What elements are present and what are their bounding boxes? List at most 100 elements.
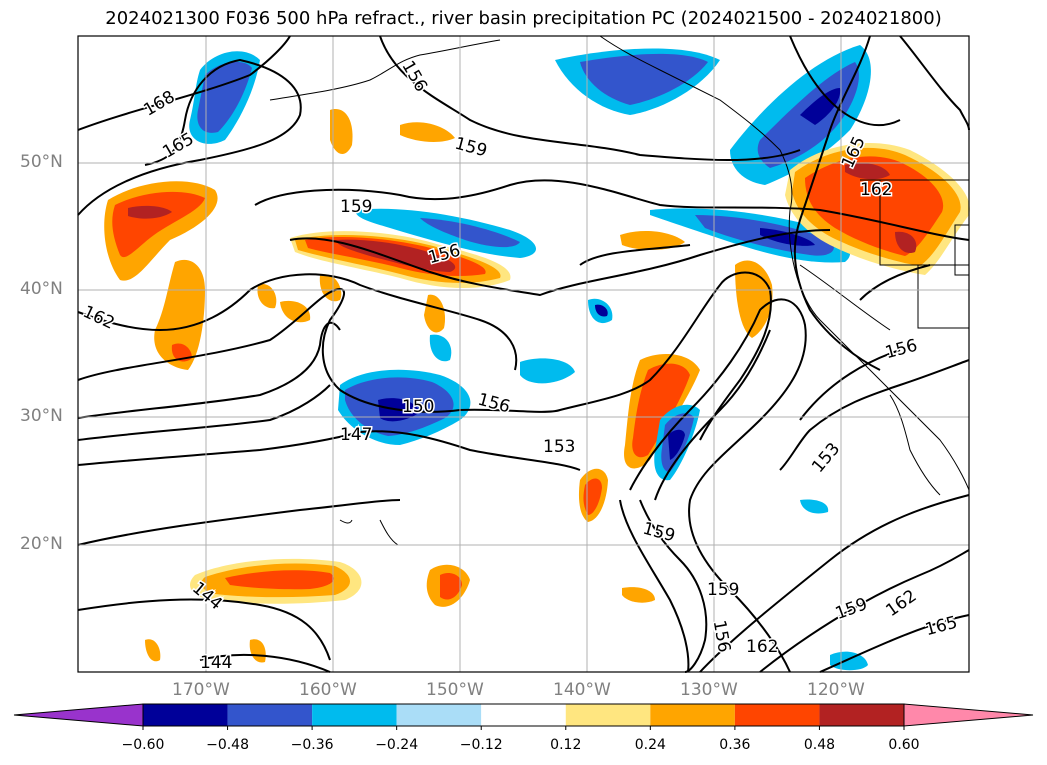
contour-line <box>77 430 581 471</box>
colorbar-segment <box>227 704 313 726</box>
contour-line <box>77 35 291 131</box>
contour-line <box>254 179 970 241</box>
colorbar-extend-high <box>903 703 1034 727</box>
contour-line <box>77 384 331 441</box>
anomaly-positive-region <box>400 122 455 142</box>
contour-line <box>799 349 901 421</box>
contour-line <box>379 35 801 161</box>
contour-line <box>199 653 331 673</box>
contour-line <box>77 499 401 546</box>
coastline <box>269 39 501 101</box>
contour-line <box>819 614 970 673</box>
contour-label: 144 <box>200 653 232 673</box>
anomaly-strong-positive-region <box>895 231 917 254</box>
contour-label: 150 <box>402 397 434 417</box>
colorbar-tick-label: −0.24 <box>375 737 419 753</box>
anomaly-negative-region <box>420 218 520 248</box>
anomaly-positive-region <box>805 156 944 256</box>
contour-line <box>654 329 771 501</box>
anomaly-positive-region <box>145 639 161 662</box>
contour-labels: 1681651621591561591561561501471531591651… <box>78 56 961 675</box>
contour-line <box>77 58 302 216</box>
colorbar-frame <box>142 703 905 727</box>
colorbar-extend-low <box>13 703 144 727</box>
anomaly-positive-region <box>632 363 690 458</box>
colorbar-segment <box>734 704 820 726</box>
colorbar-tick-label: −0.48 <box>206 737 249 753</box>
anomaly-strong-positive-region <box>335 239 456 272</box>
contour-line <box>789 35 901 127</box>
colorbar-tick-label: 0.24 <box>634 737 666 753</box>
anomaly-positive-region <box>280 300 311 323</box>
contour-line <box>779 359 970 471</box>
lat-label-30n: 30°N <box>20 406 63 426</box>
anomaly-positive-region <box>583 478 602 515</box>
contour-line <box>759 549 970 673</box>
anomaly-strong-negative-region <box>668 429 685 460</box>
contour-label: 162 <box>746 637 778 657</box>
colorbar-tick-label: −0.60 <box>121 737 165 753</box>
lat-label-20n: 20°N <box>20 534 63 554</box>
anomaly-positive-region <box>225 570 334 590</box>
contour-label: 162 <box>860 180 892 200</box>
anomaly-negative-region <box>830 651 868 671</box>
contour-label: 147 <box>340 425 372 445</box>
colorbar-tick-label: −0.36 <box>290 737 334 753</box>
lon-label-140w: 140°W <box>553 680 611 700</box>
colorbar-segment <box>481 704 566 726</box>
anomaly-strong-negative-region <box>760 228 815 246</box>
contour-label: 159 <box>340 197 372 217</box>
contour-line <box>793 35 881 371</box>
precipitation-pc-shading <box>104 45 970 671</box>
anomaly-positive-region <box>154 259 205 370</box>
anomaly-positive-region <box>424 294 446 333</box>
contour-line <box>77 321 341 419</box>
colorbar-tick-label: 0.60 <box>888 737 920 753</box>
anomaly-positive-region <box>330 109 353 155</box>
anomaly-negative-region <box>520 358 575 384</box>
map-title: 2024021300 F036 500 hPa refract., river … <box>105 8 942 29</box>
contour-line <box>619 499 690 673</box>
contour-line <box>629 298 807 673</box>
colorbar-segment <box>565 704 651 726</box>
contour-line <box>289 229 831 297</box>
contour-line <box>639 499 708 673</box>
lon-label-160w: 160°W <box>299 680 357 700</box>
coastlines <box>269 35 970 546</box>
coastline <box>879 180 969 266</box>
contour-label: 153 <box>543 437 575 457</box>
contour-line <box>77 598 331 661</box>
contour-line <box>699 494 970 673</box>
graticule <box>78 36 969 672</box>
lat-label-50n: 50°N <box>20 152 63 172</box>
colorbar-segment <box>819 704 904 726</box>
contour-line <box>77 273 518 371</box>
colorbar-segment <box>650 704 735 726</box>
lon-label-150w: 150°W <box>426 680 484 700</box>
anomaly-positive-region <box>249 639 266 663</box>
colorbar-tick-label: 0.36 <box>719 737 751 753</box>
anomaly-positive-region <box>620 230 685 250</box>
plot-frame <box>77 35 970 673</box>
colorbar-tick-label: −0.12 <box>459 737 503 753</box>
contour-line <box>859 264 931 301</box>
colorbar <box>13 703 1034 730</box>
anomaly-negative-region <box>580 53 708 105</box>
colorbar-segment <box>143 704 228 726</box>
anomaly-positive-region <box>440 573 462 600</box>
coastline <box>599 35 970 491</box>
colorbar-tick-label: 0.48 <box>803 737 836 753</box>
anomaly-negative-region <box>800 499 829 514</box>
lon-label-130w: 130°W <box>680 680 738 700</box>
coastline <box>339 519 353 524</box>
coastline <box>799 264 891 331</box>
lon-label-120w: 120°W <box>807 680 865 700</box>
coastline <box>379 519 399 546</box>
colorbar-segment <box>312 704 397 726</box>
colorbar-tick-label: 0.12 <box>550 737 582 753</box>
anomaly-strong-positive-region <box>128 205 172 219</box>
contour-line <box>899 35 970 131</box>
contour-label: 159 <box>707 580 739 600</box>
lat-label-40n: 40°N <box>20 279 63 299</box>
